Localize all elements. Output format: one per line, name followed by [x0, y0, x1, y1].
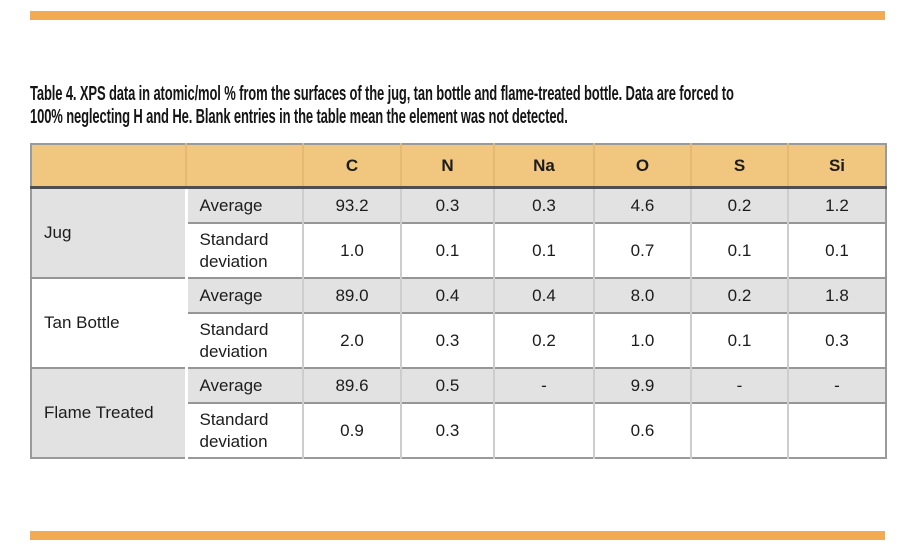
group-label-jug: Jug [31, 186, 188, 278]
header-cell-c: C [303, 144, 402, 189]
value-cell [691, 402, 789, 458]
table-caption: Table 4. XPS data in atomic/mol % from t… [30, 83, 885, 129]
value-cell: 89.0 [303, 277, 402, 313]
bottom-decorative-rule [30, 531, 885, 540]
table-row: Jug Average 93.2 0.3 0.3 4.6 0.2 1.2 [31, 186, 886, 278]
xps-data-table: C N Na O S Si Jug Average 93.2 0.3 0.3 4… [30, 143, 887, 459]
value-cell: 0.3 [401, 402, 495, 458]
value-cell: 9.9 [594, 367, 692, 403]
value-cell: 0.2 [691, 186, 789, 223]
table-row: Standard deviation 1.0 0.1 0.1 0.7 0.1 0… [31, 222, 886, 278]
top-decorative-rule [30, 11, 885, 20]
value-cell: 1.2 [788, 186, 886, 223]
value-cell: 0.2 [494, 312, 595, 368]
group-label-flame-treated: Flame Treated [31, 367, 188, 458]
header-cell-si: Si [788, 144, 886, 189]
table-row: Flame Treated Average 89.6 0.5 - 9.9 - - [31, 367, 886, 458]
value-cell: 0.3 [401, 312, 495, 368]
table-row: Standard deviation 2.0 0.3 0.2 1.0 0.1 0… [31, 312, 886, 368]
value-cell: 0.1 [401, 222, 495, 278]
value-cell: 0.4 [494, 277, 595, 313]
header-empty-cell [186, 144, 304, 189]
value-cell: 0.6 [594, 402, 692, 458]
row-label-standard-deviation: Standard deviation [186, 222, 304, 278]
row-label-standard-deviation: Standard deviation [186, 312, 304, 368]
value-cell: 0.1 [494, 222, 595, 278]
value-cell: 0.1 [788, 222, 886, 278]
value-cell: 0.1 [691, 312, 789, 368]
value-cell: 2.0 [303, 312, 402, 368]
header-cell-o: O [594, 144, 692, 189]
value-cell [494, 402, 595, 458]
value-cell: 0.4 [401, 277, 495, 313]
row-label-average: Average [186, 186, 304, 223]
caption-line-1: Table 4. XPS data in atomic/mol % from t… [30, 83, 734, 105]
row-label-average: Average [186, 367, 304, 403]
value-cell: 0.3 [494, 186, 595, 223]
value-cell: 0.9 [303, 402, 402, 458]
row-label-standard-deviation: Standard deviation [186, 402, 304, 458]
value-cell: 93.2 [303, 186, 402, 223]
value-cell: 0.7 [594, 222, 692, 278]
table-row: Tan Bottle Average 89.0 0.4 0.4 8.0 0.2 … [31, 277, 886, 368]
header-cell-na: Na [494, 144, 595, 189]
header-empty-cell [31, 144, 187, 189]
value-cell: - [494, 367, 595, 403]
value-cell [788, 402, 886, 458]
value-cell: 89.6 [303, 367, 402, 403]
value-cell: 1.0 [303, 222, 402, 278]
value-cell: 1.8 [788, 277, 886, 313]
group-label-tan-bottle: Tan Bottle [31, 277, 188, 368]
header-cell-n: N [401, 144, 495, 189]
table-header-row: C N Na O S Si [31, 144, 886, 189]
caption-line-2: 100% neglecting H and He. Blank entries … [30, 106, 568, 128]
value-cell: 0.1 [691, 222, 789, 278]
table-row: Standard deviation 0.9 0.3 0.6 [31, 402, 886, 458]
row-label-average: Average [186, 277, 304, 313]
value-cell: 0.5 [401, 367, 495, 403]
value-cell: 4.6 [594, 186, 692, 223]
value-cell: 0.3 [401, 186, 495, 223]
value-cell: 0.3 [788, 312, 886, 368]
value-cell: 0.2 [691, 277, 789, 313]
value-cell: - [691, 367, 789, 403]
header-cell-s: S [691, 144, 789, 189]
value-cell: 8.0 [594, 277, 692, 313]
value-cell: - [788, 367, 886, 403]
value-cell: 1.0 [594, 312, 692, 368]
